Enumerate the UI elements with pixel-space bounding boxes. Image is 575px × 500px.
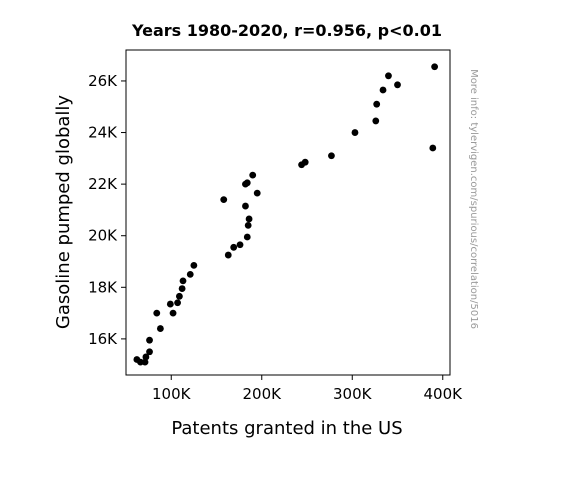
data-point	[179, 277, 187, 285]
data-point	[142, 353, 150, 361]
x-tick-label: 100K	[152, 385, 192, 403]
y-tick-label: 22K	[88, 175, 118, 193]
data-point	[236, 241, 244, 249]
chart-title: Years 1980-2020, r=0.956, p<0.01	[131, 21, 442, 40]
data-point	[146, 336, 153, 344]
x-tick-label: 200K	[243, 385, 283, 403]
data-point	[372, 117, 380, 125]
data-point	[243, 179, 251, 187]
plot-area: 100K 200K 300K 400K 16K 18K 20K 22K 24K 26K	[88, 49, 463, 403]
data-point	[385, 72, 392, 80]
data-point	[351, 129, 359, 136]
y-axis: 16K 18K 20K 22K 24K 26K	[88, 72, 126, 348]
x-axis: 100K 200K 300K 400K	[152, 375, 463, 403]
y-tick-label: 24K	[88, 124, 118, 142]
data-point	[253, 189, 261, 197]
data-point	[429, 144, 437, 152]
data-points	[133, 63, 439, 366]
data-point	[394, 81, 401, 89]
data-point	[230, 243, 238, 251]
y-tick-label: 26K	[88, 72, 118, 90]
data-point	[156, 325, 164, 332]
data-point	[220, 196, 228, 204]
y-axis-label: Gasoline pumped globally	[53, 95, 74, 329]
data-point	[141, 358, 149, 366]
data-point	[174, 299, 181, 307]
plot-frame	[125, 49, 451, 376]
data-point	[146, 348, 153, 356]
data-point	[431, 63, 439, 71]
y-tick-label: 16K	[88, 330, 118, 348]
data-point	[379, 86, 387, 94]
y-tick-label: 18K	[88, 278, 118, 296]
x-axis-label: Patents granted in the US	[171, 418, 402, 439]
data-point	[224, 251, 232, 259]
data-point	[166, 300, 174, 308]
data-point	[245, 215, 253, 223]
data-point	[243, 233, 251, 241]
data-point	[373, 100, 381, 108]
x-tick-label: 400K	[424, 385, 464, 403]
data-point	[242, 202, 249, 210]
data-point	[301, 158, 309, 166]
source-watermark: More info: tylervigen.com/spurious/corre…	[468, 69, 479, 329]
y-tick-label: 20K	[88, 227, 118, 245]
data-point	[328, 152, 335, 160]
data-point	[175, 292, 183, 300]
data-point	[244, 221, 252, 229]
data-point	[249, 171, 257, 179]
x-tick-label: 300K	[333, 385, 373, 403]
data-point	[178, 285, 186, 292]
data-point	[153, 309, 161, 317]
data-point	[190, 261, 198, 269]
data-point	[169, 309, 177, 317]
data-point	[186, 271, 194, 278]
